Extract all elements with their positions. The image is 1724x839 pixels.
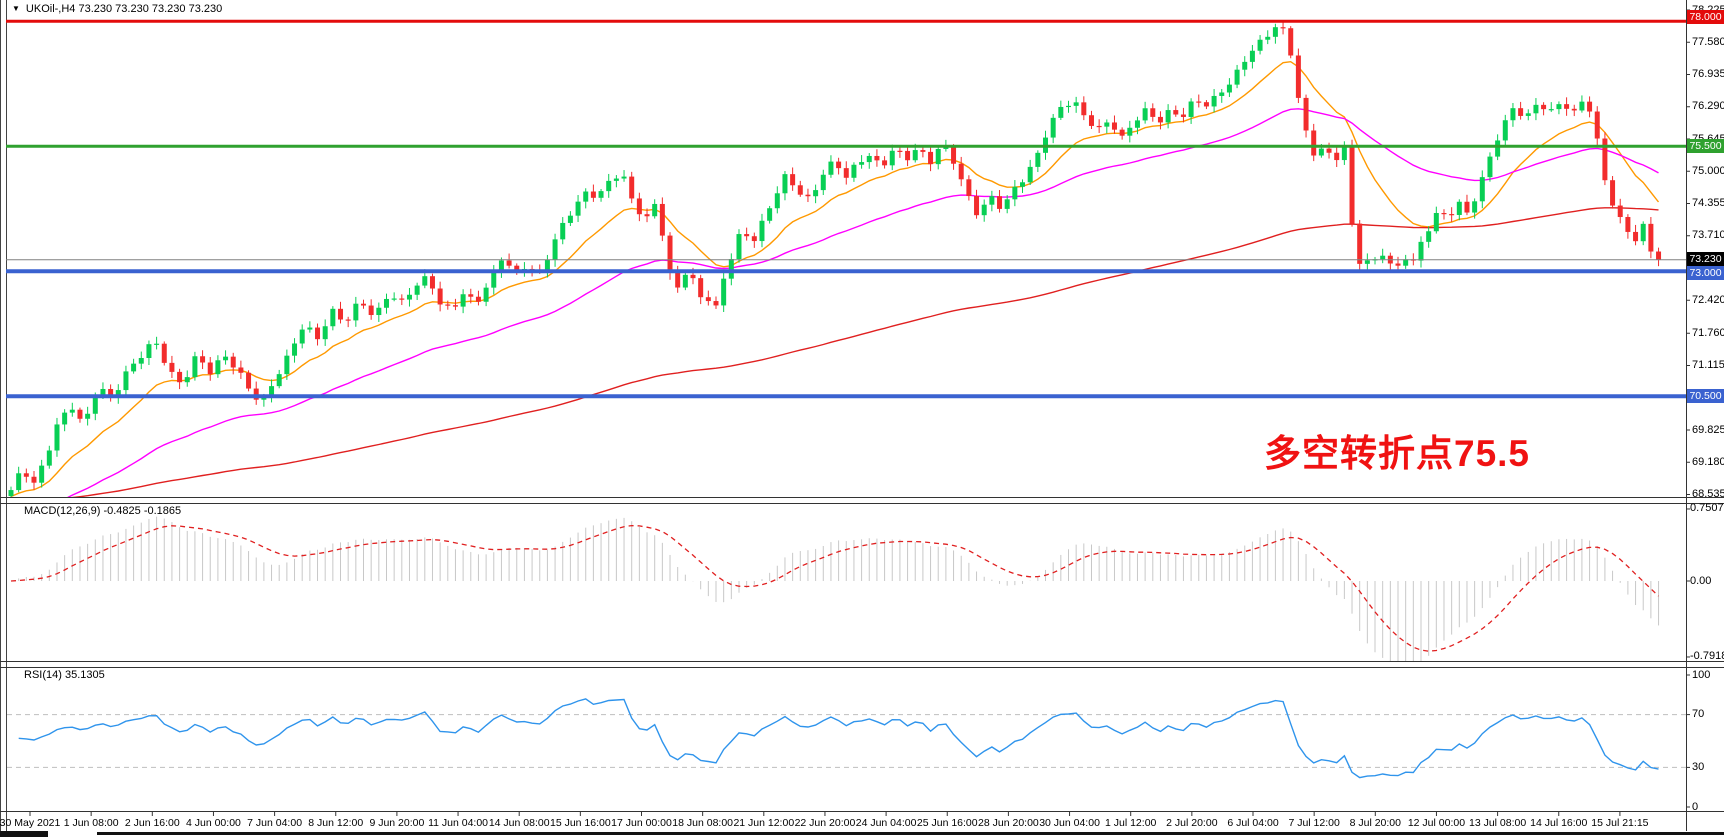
support-price-tag-1: 73.000 (1687, 266, 1724, 280)
price-tick-label: 71.760 (1692, 326, 1724, 339)
current-price-tag: 73.230 (1687, 252, 1724, 266)
support-price-tag-2: 70.500 (1687, 389, 1724, 403)
date-tick-label: 22 Jun 20:00 (794, 817, 856, 829)
date-tick-label: 2 Jul 20:00 (1166, 817, 1218, 829)
date-tick-label: 14 Jul 16:00 (1530, 817, 1588, 829)
price-axis[interactable] (1686, 0, 1724, 831)
date-tick-label: 13 Jul 08:00 (1468, 817, 1527, 829)
price-tick-label: 69.825 (1692, 423, 1724, 436)
resistance-price-tag: 78.000 (1687, 10, 1724, 24)
symbol-header[interactable]: ▼ UKOil-,H4 73.230 73.230 73.230 73.230 (12, 2, 222, 16)
text-annotation: 多空转折点75.5 (1264, 433, 1531, 474)
date-tick-label: 1 Jul 12:00 (1105, 817, 1157, 829)
time-axis[interactable] (0, 812, 1724, 831)
price-tick-label: 71.115 (1692, 359, 1724, 371)
date-tick-label: 24 Jun 04:00 (855, 817, 917, 829)
price-tick-label: 75.000 (1692, 164, 1724, 177)
price-tick-label: 73.710 (1692, 229, 1724, 242)
date-tick-label: 15 Jun 16:00 (549, 817, 611, 829)
h-scrollbar-track[interactable] (97, 832, 1724, 835)
rsi-axis-label: 0 (1692, 800, 1699, 813)
chart-title: UKOil-,H4 73.230 73.230 73.230 73.230 (25, 3, 223, 15)
macd-indicator (10, 516, 1660, 661)
rsi-panel-area[interactable] (7, 667, 1686, 812)
date-tick-label: 7 Jun 04:00 (247, 817, 303, 829)
date-tick-label: 11 Jun 04:00 (428, 817, 489, 829)
price-tick-label: 72.420 (1692, 293, 1724, 306)
date-tick-label: 9 Jun 20:00 (369, 817, 425, 829)
rsi-indicator (7, 698, 1686, 779)
date-tick-label: 12 Jul 00:00 (1407, 817, 1466, 829)
price-tick-label: 77.580 (1692, 35, 1724, 48)
date-tick-label: 17 Jun 00:00 (611, 817, 672, 829)
macd-axis-label: -0.7918 (1690, 650, 1724, 663)
date-tick-label: 30 May 2021 (0, 817, 61, 829)
price-tick-label: 69.180 (1692, 455, 1724, 468)
rsi-axis-label: 30 (1692, 760, 1705, 773)
h-scrollbar-thumb[interactable] (0, 831, 48, 837)
date-tick-label: 21 Jun 12:00 (733, 817, 795, 829)
symbol-dropdown-icon[interactable]: ▼ (12, 4, 20, 13)
rsi-indicator-label: RSI(14) 35.1305 (24, 669, 105, 681)
date-tick-label: 8 Jun 12:00 (308, 817, 364, 829)
macd-axis-label: 0.00 (1690, 574, 1712, 587)
date-tick-label: 28 Jun 20:00 (978, 817, 1039, 829)
date-tick-label: 4 Jun 00:00 (185, 817, 241, 829)
macd-panel-area[interactable] (7, 503, 1686, 662)
price-tick-label: 74.355 (1692, 197, 1724, 209)
date-tick-label: 8 Jul 20:00 (1349, 817, 1401, 829)
date-tick-label: 18 Jun 08:00 (672, 817, 733, 829)
macd-indicator-label: MACD(12,26,9) -0.4825 -0.1865 (24, 505, 182, 517)
price-tick-label: 68.535 (1692, 488, 1724, 500)
date-tick-label: 30 Jun 04:00 (1039, 817, 1100, 829)
date-tick-label: 1 Jun 08:00 (63, 817, 119, 829)
date-tick-label: 15 Jul 21:15 (1591, 817, 1649, 829)
candlesticks (8, 20, 1662, 497)
horizontal-level-lines (6, 19, 1686, 399)
price-tick-label: 76.935 (1692, 68, 1724, 80)
pivot-price-tag: 75.500 (1687, 139, 1724, 153)
date-tick-label: 7 Jul 12:00 (1288, 817, 1340, 829)
rsi-axis-label: 100 (1692, 668, 1711, 681)
rsi-axis-label: 70 (1692, 708, 1705, 721)
date-tick-label: 6 Jul 04:00 (1227, 817, 1279, 829)
macd-axis-label: 0.7507 (1690, 502, 1724, 515)
date-tick-label: 25 Jun 16:00 (916, 817, 978, 829)
date-tick-label: 2 Jun 16:00 (124, 817, 180, 829)
date-tick-label: 14 Jun 08:00 (488, 817, 550, 829)
price-tick-label: 76.290 (1692, 100, 1724, 113)
